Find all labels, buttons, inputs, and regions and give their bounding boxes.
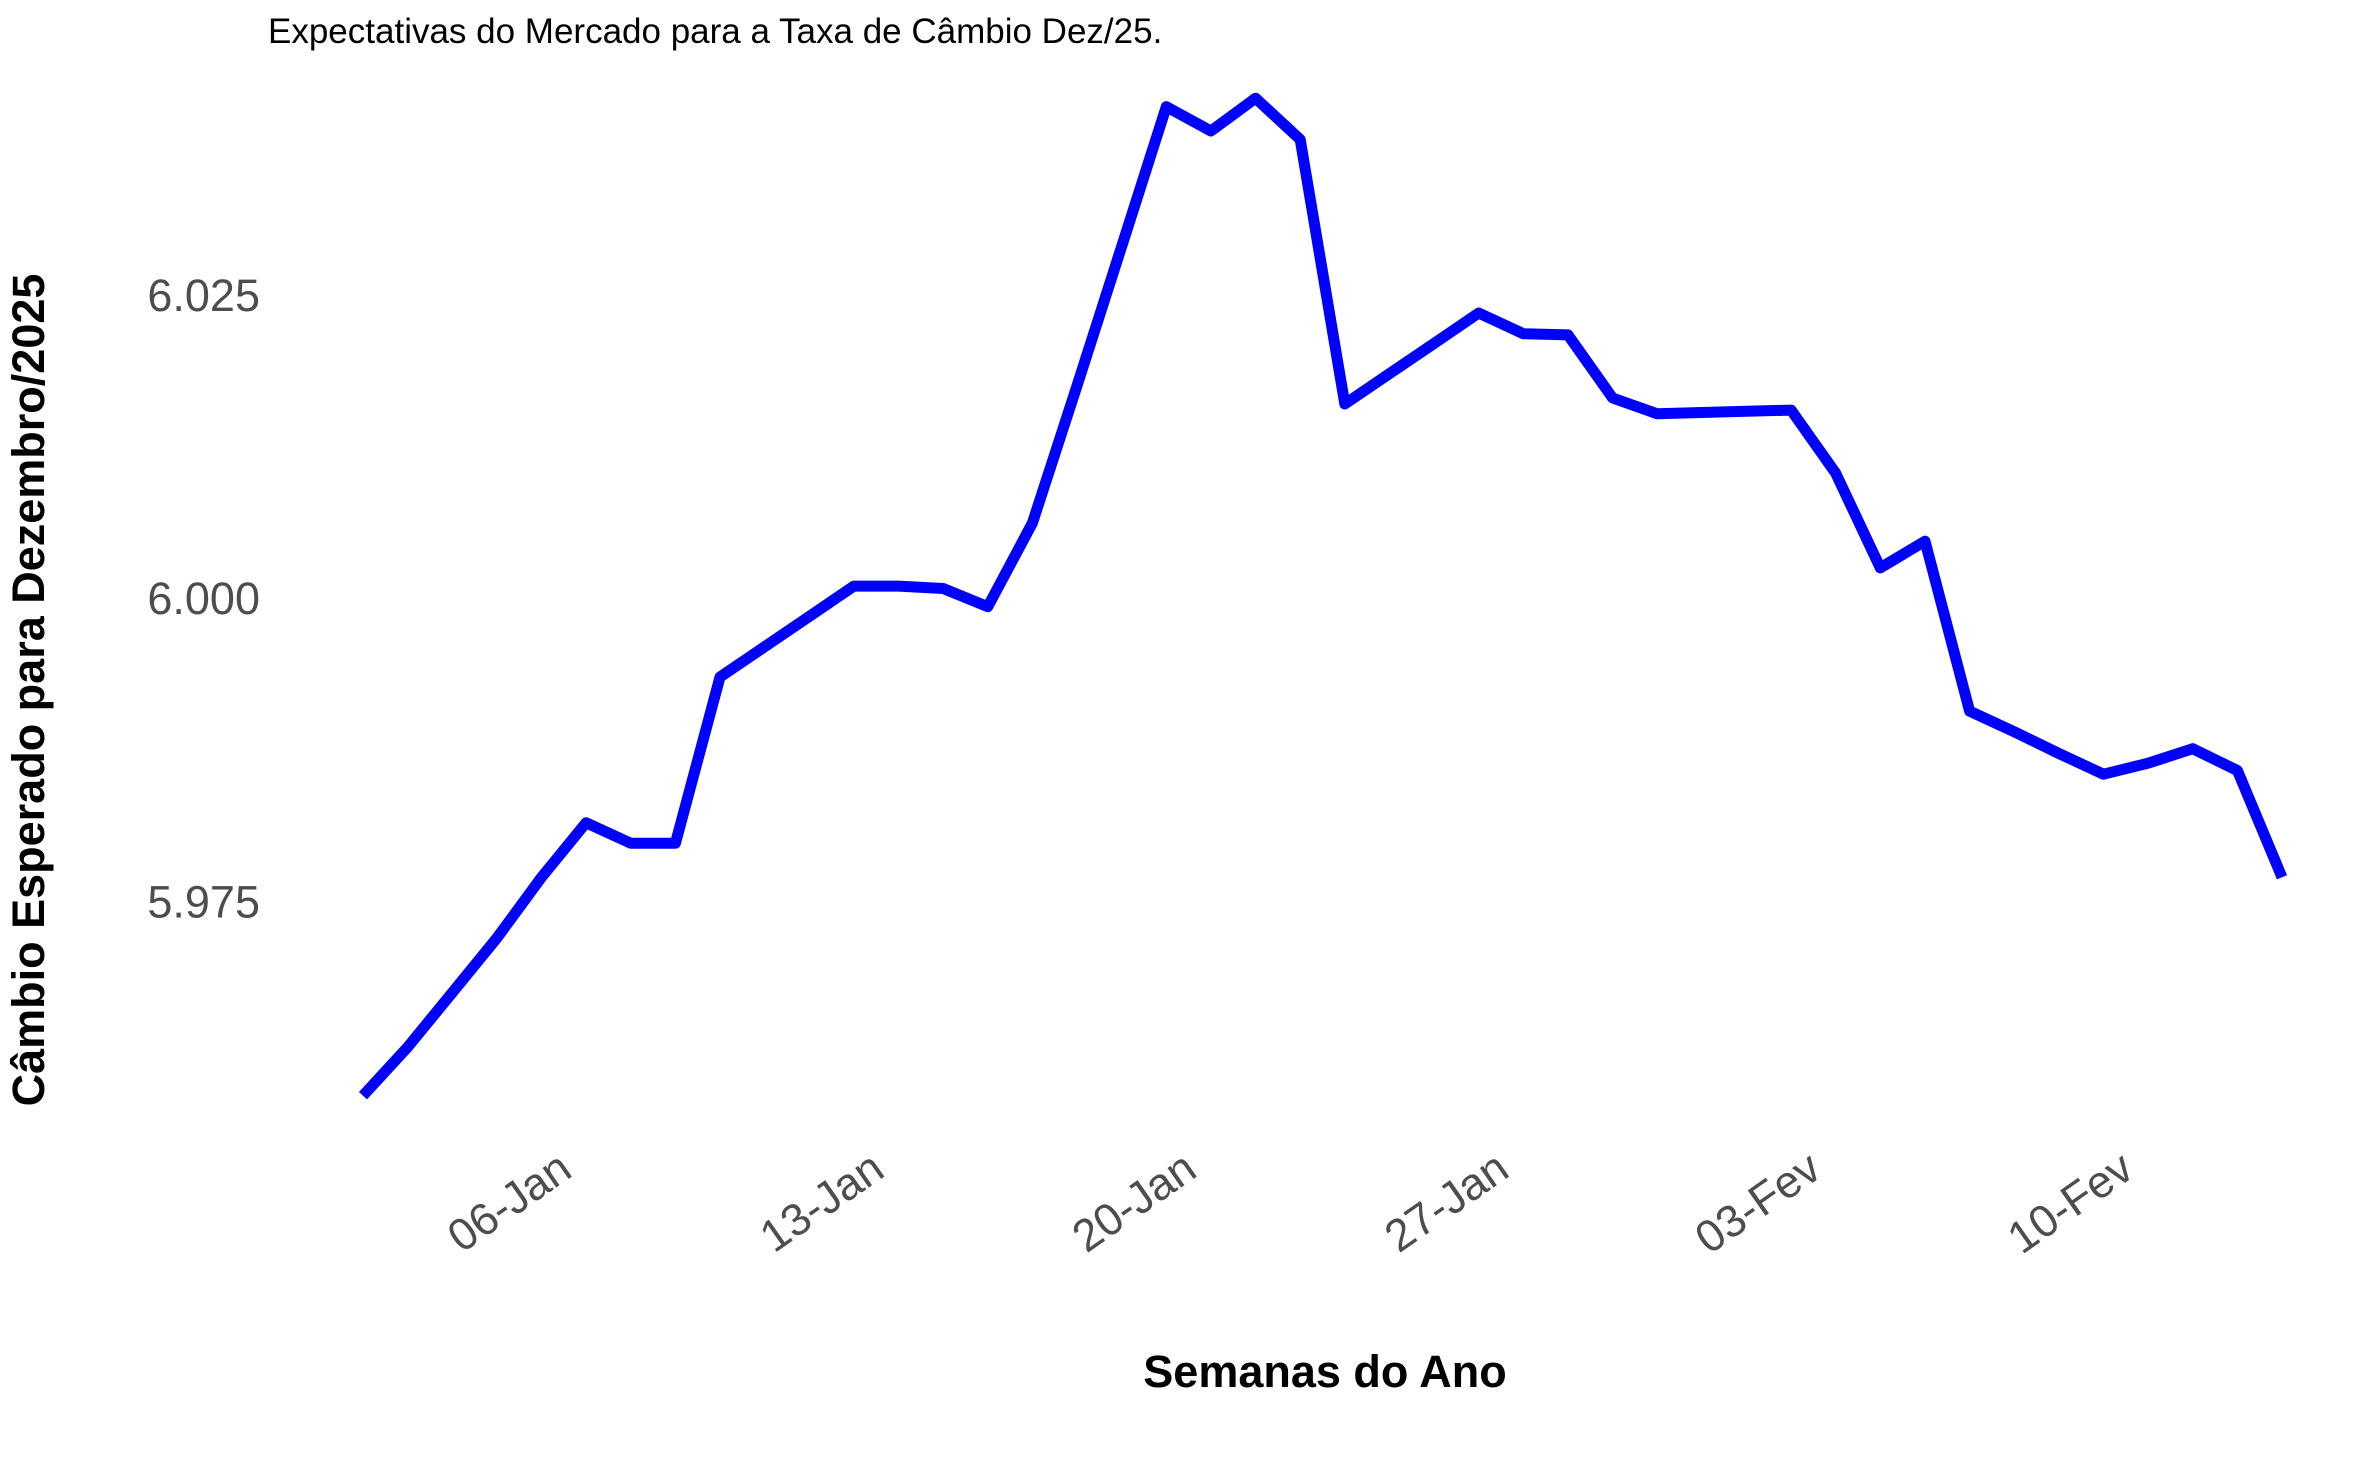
x-axis-title: Semanas do Ano (1143, 1346, 1506, 1397)
y-tick-label: 6.000 (147, 573, 260, 624)
x-tick-label: 10-Fev (1998, 1141, 2142, 1263)
series-line (358, 92, 2288, 1100)
y-tick-label: 6.025 (147, 270, 260, 321)
chart-title: Expectativas do Mercado para a Taxa de C… (268, 12, 1162, 51)
x-axis-tick-labels: 06-Jan 13-Jan 20-Jan 27-Jan 03-Fev 10-Fev (438, 1141, 2142, 1263)
x-tick-label: 27-Jan (1375, 1141, 1517, 1262)
x-tick-label: 20-Jan (1063, 1141, 1205, 1262)
x-tick-label: 06-Jan (438, 1141, 580, 1262)
x-tick-label: 03-Fev (1686, 1141, 1830, 1263)
x-tick-label: 13-Jan (750, 1141, 892, 1262)
y-axis-tick-labels: 5.975 6.000 6.025 (147, 270, 260, 928)
y-axis-title: Câmbio Esperado para Dezembro/2025 (3, 274, 54, 1107)
y-tick-label: 5.975 (147, 877, 260, 928)
